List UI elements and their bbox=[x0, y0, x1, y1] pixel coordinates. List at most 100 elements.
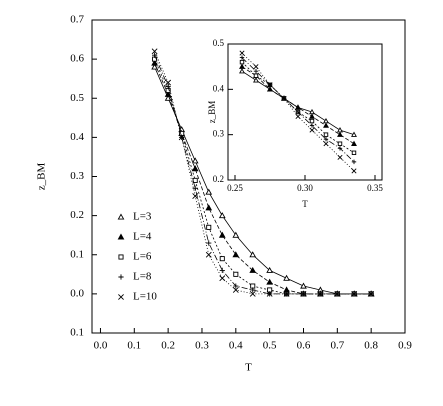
marker bbox=[323, 141, 329, 147]
legend-label: L=3 bbox=[133, 211, 152, 223]
marker bbox=[253, 77, 259, 83]
marker bbox=[309, 123, 315, 128]
marker bbox=[351, 140, 357, 146]
marker bbox=[192, 193, 199, 199]
marker bbox=[178, 134, 185, 141]
marker bbox=[323, 137, 329, 142]
plot-frame bbox=[227, 43, 383, 181]
marker bbox=[218, 212, 226, 219]
legend-marker bbox=[118, 294, 124, 300]
marker bbox=[283, 290, 290, 297]
marker bbox=[219, 256, 225, 262]
marker bbox=[351, 159, 357, 165]
marker bbox=[151, 59, 158, 66]
marker bbox=[266, 290, 273, 297]
y-tick-label: 0.0 bbox=[70, 287, 84, 299]
series-line bbox=[241, 61, 355, 154]
marker bbox=[309, 127, 315, 133]
y-tick-label: 0.3 bbox=[213, 129, 225, 139]
marker bbox=[351, 290, 358, 297]
marker bbox=[253, 73, 259, 78]
x-tick-label: 0.25 bbox=[227, 183, 243, 193]
y-tick-label: 0.4 bbox=[70, 131, 84, 143]
marker bbox=[337, 146, 343, 151]
marker bbox=[191, 157, 199, 164]
marker bbox=[192, 185, 198, 191]
marker bbox=[165, 83, 171, 90]
legend-label: L=4 bbox=[133, 231, 152, 243]
x-tick-label: 0.1 bbox=[127, 340, 141, 352]
marker bbox=[300, 282, 307, 289]
marker bbox=[266, 278, 274, 285]
legend-marker bbox=[117, 233, 125, 240]
marker bbox=[239, 55, 245, 60]
main-plot: 0.0 0.1 0.2 0.3 0.4 0.5 0.6 0.7 0.8 0.9 0.1 0.0 0.1 0… bbox=[36, 14, 413, 374]
marker bbox=[218, 231, 226, 238]
marker bbox=[192, 177, 198, 183]
legend-marker bbox=[118, 254, 124, 260]
marker bbox=[337, 154, 343, 160]
y-tick-label: 0.2 bbox=[213, 174, 224, 184]
marker bbox=[337, 141, 343, 146]
marker bbox=[267, 82, 273, 88]
marker bbox=[266, 266, 274, 273]
legend-label: L=10 bbox=[133, 291, 157, 303]
x-axis-label: T bbox=[302, 199, 308, 209]
marker bbox=[267, 86, 273, 92]
marker bbox=[152, 52, 158, 58]
x-tick-label: 0.4 bbox=[229, 340, 243, 352]
marker bbox=[219, 267, 225, 273]
y-tick-label: 0.4 bbox=[213, 83, 225, 93]
marker bbox=[239, 50, 245, 56]
y-tick-label: 0.1 bbox=[70, 248, 84, 260]
marker bbox=[323, 132, 329, 137]
marker bbox=[250, 287, 256, 293]
x-tick-label: 0.8 bbox=[364, 340, 378, 352]
x-tick-label: 0.35 bbox=[367, 183, 383, 193]
marker bbox=[249, 251, 257, 258]
inset: 0.25 0.30 0.35 0.2 0.3 0.4 0.5 Tz_BM bbox=[207, 38, 383, 209]
marker bbox=[232, 287, 239, 293]
marker bbox=[309, 113, 315, 119]
marker bbox=[323, 122, 329, 128]
y-tick-label: 0.2 bbox=[70, 209, 84, 221]
marker bbox=[249, 266, 257, 273]
marker bbox=[239, 68, 245, 74]
marker bbox=[337, 131, 343, 137]
marker bbox=[165, 79, 172, 86]
marker bbox=[368, 290, 375, 297]
marker bbox=[283, 274, 290, 281]
y-tick-label: 0.7 bbox=[70, 14, 84, 26]
legend-marker bbox=[118, 274, 124, 280]
x-tick-label: 0.30 bbox=[297, 183, 313, 193]
legend-label: L=6 bbox=[133, 251, 152, 263]
marker bbox=[206, 224, 212, 230]
marker bbox=[300, 290, 307, 297]
marker bbox=[295, 104, 301, 110]
marker bbox=[205, 204, 213, 211]
marker bbox=[233, 271, 239, 277]
marker bbox=[205, 188, 213, 195]
marker bbox=[205, 251, 212, 258]
x-tick-label: 0.2 bbox=[161, 340, 175, 352]
marker bbox=[219, 275, 226, 282]
marker bbox=[233, 283, 239, 289]
marker bbox=[317, 290, 324, 297]
marker bbox=[281, 95, 287, 101]
marker bbox=[239, 59, 245, 65]
legend-marker bbox=[117, 213, 125, 220]
y-tick-label: 0.3 bbox=[70, 170, 84, 182]
marker bbox=[253, 69, 259, 74]
y-tick-label: 0.5 bbox=[70, 92, 84, 104]
marker bbox=[232, 251, 240, 258]
y-axis-label: z_BM bbox=[207, 101, 217, 124]
x-tick-label: 0.6 bbox=[297, 340, 311, 352]
marker bbox=[206, 240, 212, 246]
y-tick-label: 0.6 bbox=[70, 53, 84, 65]
marker bbox=[239, 63, 245, 69]
y-tick-label: 0.1 bbox=[70, 327, 84, 339]
marker bbox=[351, 150, 357, 156]
marker bbox=[295, 109, 301, 115]
x-tick-label: 0.7 bbox=[330, 340, 344, 352]
